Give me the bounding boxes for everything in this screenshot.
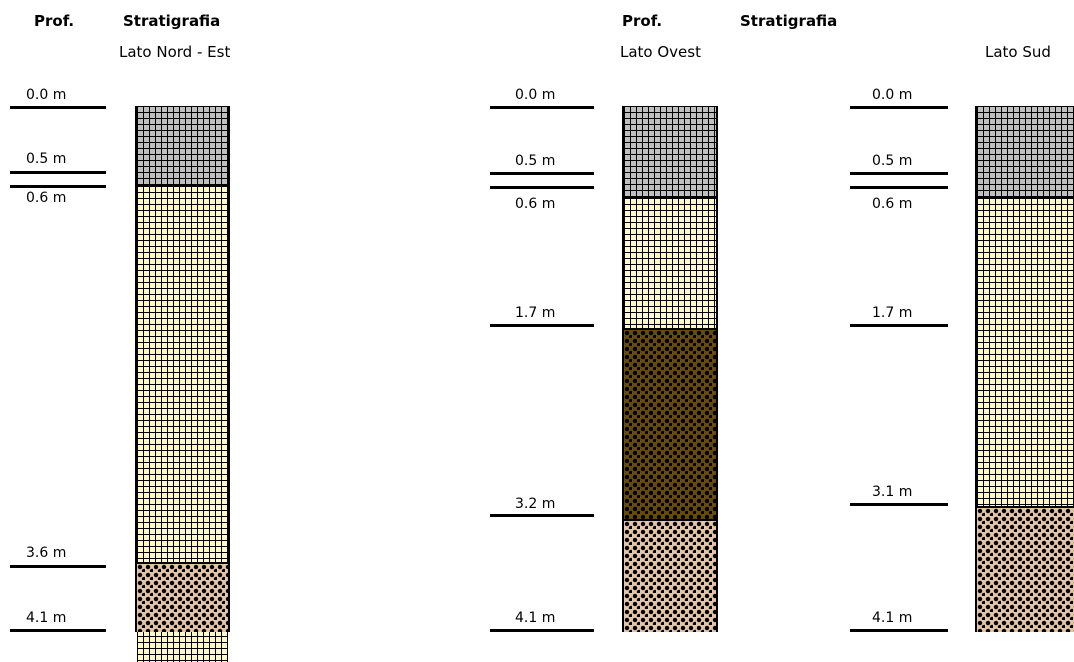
side-title: Lato Nord - Est [119, 43, 231, 61]
stratigraphy-header: Stratigrafia [123, 12, 221, 30]
depth-header: Prof. [34, 12, 75, 30]
layer-sand [624, 196, 716, 328]
depth-line [850, 629, 948, 632]
depth-label: 0.5 m [26, 151, 67, 167]
depth-label: 3.2 m [515, 496, 556, 512]
depth-label: 1.7 m [872, 305, 913, 321]
depth-line [10, 185, 106, 188]
layer-cobble [977, 506, 1074, 632]
stratigraphy-header: Stratigrafia [740, 12, 838, 30]
depth-line [490, 186, 594, 189]
layer-brown [624, 328, 716, 519]
depth-line [850, 172, 948, 175]
depth-label: 4.1 m [872, 610, 913, 626]
depth-label: 0.0 m [26, 87, 67, 103]
depth-label: 3.1 m [872, 484, 913, 500]
depth-line [490, 629, 594, 632]
depth-line [490, 324, 594, 327]
depth-line [490, 514, 594, 517]
stratigraphy-column [622, 106, 718, 632]
depth-line [850, 324, 948, 327]
side-title: Lato Ovest [620, 43, 701, 61]
depth-label: 0.6 m [515, 196, 556, 212]
layer-gray [624, 106, 716, 196]
depth-label: 0.0 m [515, 87, 556, 103]
depth-line [10, 106, 106, 109]
depth-label: 0.6 m [872, 196, 913, 212]
depth-line [490, 172, 594, 175]
depth-line [850, 186, 948, 189]
layer-cobble [624, 519, 716, 632]
depth-header: Prof. [622, 12, 663, 30]
layer-sand [977, 196, 1074, 506]
stratigraphy-column [135, 106, 230, 662]
depth-label: 1.7 m [515, 305, 556, 321]
depth-line [10, 171, 106, 174]
side-title: Lato Sud [985, 43, 1051, 61]
depth-label: 0.6 m [26, 190, 67, 206]
depth-label: 0.5 m [515, 153, 556, 169]
depth-label: 4.1 m [515, 610, 556, 626]
layer-cobble [137, 562, 228, 632]
depth-label: 4.1 m [26, 610, 67, 626]
depth-label: 0.5 m [872, 153, 913, 169]
depth-label: 3.6 m [26, 545, 67, 561]
depth-label: 0.0 m [872, 87, 913, 103]
depth-line [10, 565, 106, 568]
depth-line [490, 106, 594, 109]
depth-line [10, 629, 106, 632]
stratigraphy-column [975, 106, 1074, 632]
depth-line [850, 106, 948, 109]
depth-line [850, 503, 948, 506]
layer-gray [137, 106, 228, 184]
layer-gray [977, 106, 1074, 196]
